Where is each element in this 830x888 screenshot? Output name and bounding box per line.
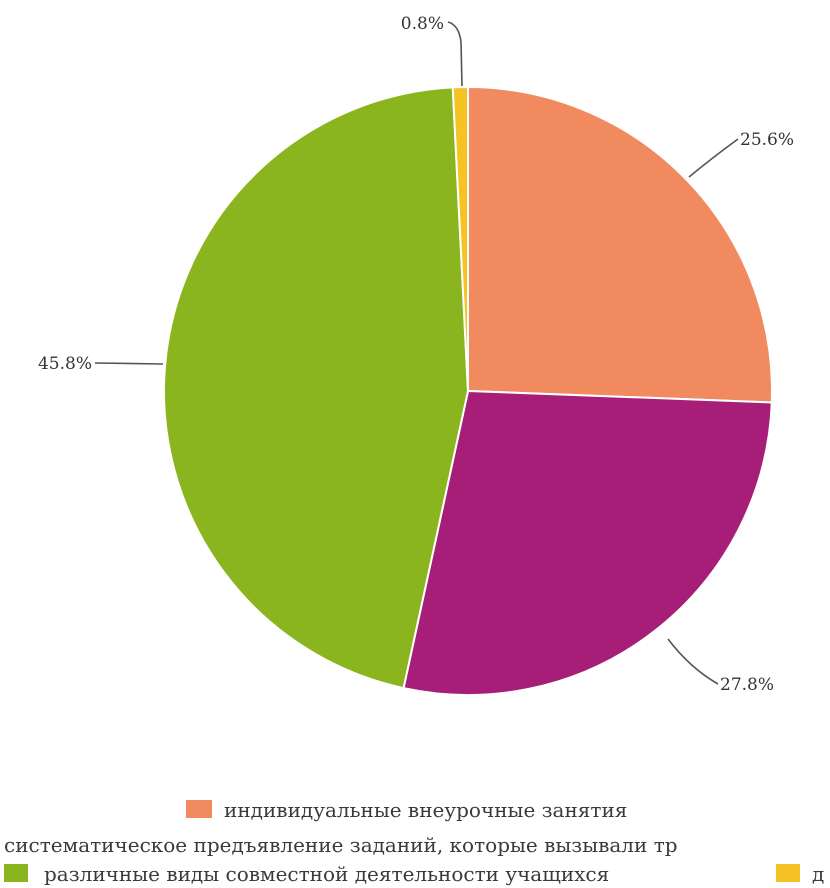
leader-line-individual-lessons <box>688 138 739 178</box>
legend-label-systematic-tasks: систематическое предъявление заданий, ко… <box>4 833 678 857</box>
slice-label-individual-lessons: 25.6% <box>740 130 794 150</box>
leader-line-other <box>447 21 463 87</box>
leader-line-joint-activity <box>94 362 164 365</box>
legend-swatch-other <box>776 864 800 882</box>
slice-label-systematic-tasks: 27.8% <box>720 675 774 695</box>
pie-slice-other <box>451 85 469 392</box>
pie-slice-individual-lessons <box>467 85 773 404</box>
legend-swatch-joint-activity <box>4 864 28 882</box>
legend-label-other: д <box>812 862 824 886</box>
legend-swatch-individual-lessons <box>186 800 212 818</box>
legend-label-joint-activity: различные виды совместной деятельности у… <box>44 862 609 886</box>
pie-slice-systematic-tasks <box>402 389 773 696</box>
slice-labels: 25.6% 27.8% 45.8% 0.8% <box>38 14 794 695</box>
slice-label-other: 0.8% <box>401 14 444 34</box>
pie-slices <box>163 85 773 696</box>
leader-lines <box>94 21 739 685</box>
leader-line-systematic-tasks <box>667 638 719 685</box>
slice-label-joint-activity: 45.8% <box>38 354 92 374</box>
legend: индивидуальные внеурочные занятия систем… <box>4 798 824 886</box>
pie-slice-joint-activity <box>163 86 470 690</box>
legend-label-individual-lessons: индивидуальные внеурочные занятия <box>224 798 627 822</box>
